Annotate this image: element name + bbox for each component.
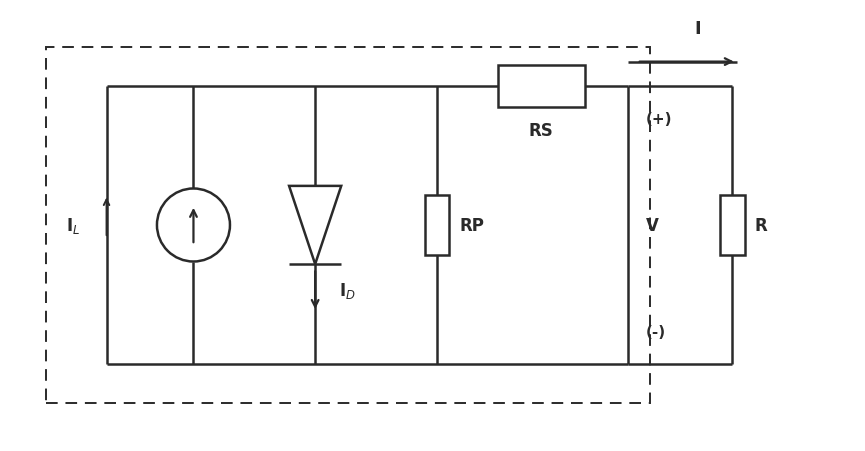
Text: I$_L$: I$_L$ — [67, 216, 80, 235]
Bar — [721, 195, 745, 256]
Bar — [497, 66, 585, 107]
Text: V: V — [645, 216, 658, 235]
Text: RP: RP — [459, 216, 484, 235]
Text: RS: RS — [529, 121, 554, 139]
Text: (+): (+) — [645, 112, 672, 127]
Text: (-): (-) — [645, 324, 665, 339]
Bar — [46, 48, 650, 403]
Text: R: R — [755, 216, 768, 235]
Bar — [425, 195, 449, 256]
Text: I: I — [695, 20, 701, 38]
Text: I$_D$: I$_D$ — [339, 281, 356, 300]
